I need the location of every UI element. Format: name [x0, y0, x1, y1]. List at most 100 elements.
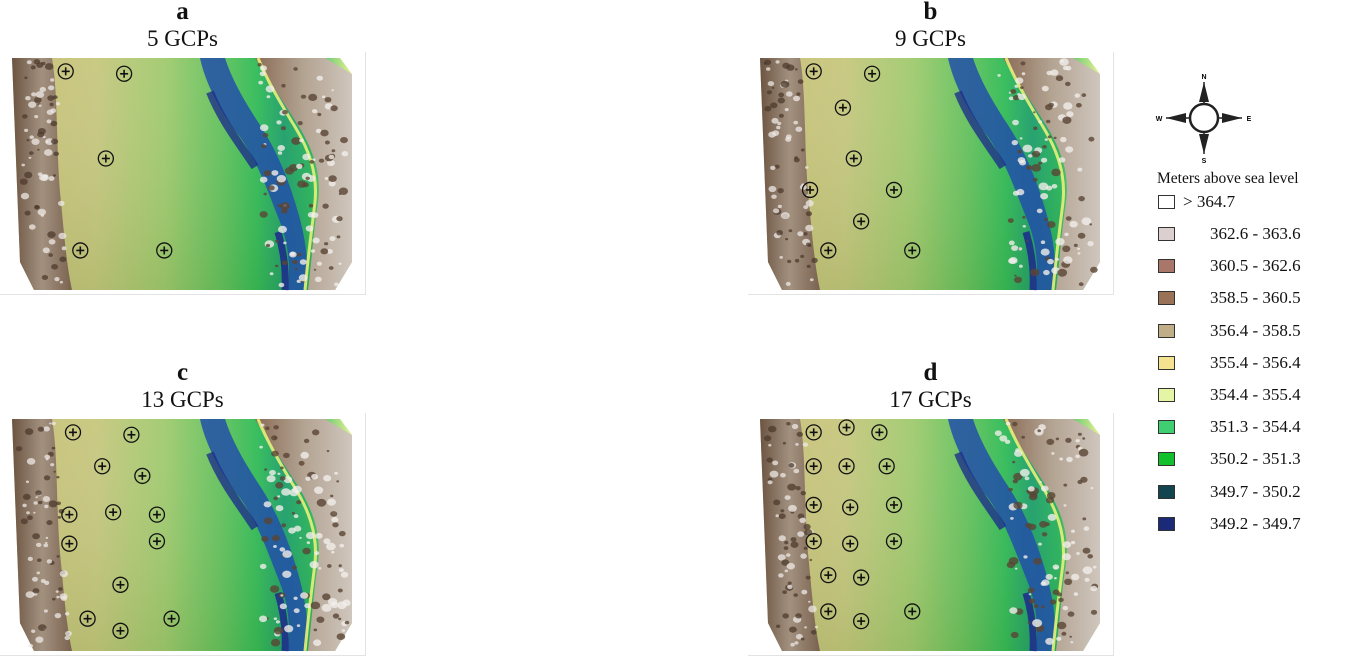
- legend-swatch: [1158, 355, 1175, 370]
- gcp-marker-icon: [97, 150, 114, 167]
- legend-item: 360.5 - 362.6: [1158, 256, 1346, 278]
- legend-swatch: [1158, 452, 1175, 467]
- gcp-marker-icon: [885, 533, 903, 550]
- gcp-marker-icon: [123, 426, 140, 443]
- gcp-marker-icon: [94, 458, 111, 475]
- legend-swatch: [1158, 195, 1175, 209]
- gcp-marker-icon: [863, 65, 881, 82]
- gcp-marker-icon: [805, 496, 822, 514]
- compass-rose-icon: N S E W: [1156, 74, 1252, 165]
- legend-item: 350.2 - 351.3: [1158, 449, 1346, 471]
- elevation-map: [748, 413, 1114, 656]
- gcp-marker-icon: [115, 65, 133, 82]
- legend-label: > 364.7: [1183, 192, 1236, 211]
- legend-label: 349.7 - 350.2: [1210, 481, 1301, 501]
- gcp-marker-icon: [148, 533, 166, 550]
- legend-label: 356.4 - 358.5: [1210, 320, 1301, 340]
- elevation-map: [748, 52, 1114, 295]
- compass-n-label: N: [1201, 74, 1206, 81]
- panel-letter: c: [176, 359, 189, 386]
- legend-swatch: [1158, 484, 1175, 499]
- gcp-marker-icon: [885, 181, 903, 199]
- legend-label: 360.5 - 362.6: [1210, 256, 1301, 276]
- legend-item: 355.4 - 356.4: [1158, 353, 1346, 375]
- panel-title: 9 GCPs: [895, 26, 966, 51]
- hillshade-texture: [764, 421, 1099, 647]
- gcp-marker-icon: [885, 496, 903, 514]
- gcp-marker-icon: [61, 506, 78, 523]
- gcp-marker-icon: [904, 242, 921, 259]
- gcp-marker-icon: [904, 603, 921, 620]
- gcp-marker-icon: [838, 419, 855, 436]
- panel-a: a 5 GCPs: [0, 0, 366, 295]
- hillshade-texture: [763, 58, 1098, 287]
- gcp-markers: [801, 63, 921, 259]
- legend-swatch: [1158, 323, 1175, 338]
- panel-letter: d: [923, 359, 938, 386]
- elevation-map: [0, 413, 366, 656]
- legend-item: 358.5 - 360.5: [1158, 288, 1346, 310]
- legend-label: 351.3 - 354.4: [1210, 417, 1301, 437]
- compass-w-label: W: [1156, 116, 1163, 123]
- gcp-marker-icon: [871, 424, 888, 441]
- gcp-marker-icon: [842, 499, 859, 516]
- legend-label: 362.6 - 363.6: [1210, 224, 1301, 243]
- legend-item: 349.7 - 350.2: [1158, 482, 1346, 504]
- legend-swatch: [1158, 259, 1175, 274]
- gcp-marker-icon: [845, 150, 862, 167]
- gcp-marker-icon: [834, 99, 852, 116]
- panel-title: 5 GCPs: [147, 26, 218, 51]
- gcp-marker-icon: [163, 610, 180, 627]
- gcp-marker-icon: [838, 458, 855, 475]
- panel-c: c 13 GCPs: [0, 359, 366, 656]
- legend-item: 351.3 - 354.4: [1158, 417, 1346, 439]
- compass-s-label: S: [1202, 158, 1207, 165]
- gcp-marker-icon: [72, 242, 89, 259]
- legend-item: 349.2 - 349.7: [1158, 514, 1346, 536]
- panel-title: 17 GCPs: [889, 387, 972, 412]
- legend-item: 362.6 - 363.6: [1158, 224, 1346, 246]
- legend-swatch: [1158, 420, 1175, 435]
- gcp-marker-icon: [878, 458, 895, 475]
- hillshade-texture: [19, 59, 349, 288]
- gcp-marker-icon: [156, 242, 173, 259]
- gcp-marker-icon: [148, 506, 166, 523]
- panel-b: b 9 GCPs: [748, 0, 1114, 295]
- legend-swatch: [1158, 291, 1175, 306]
- hillshade-texture: [15, 421, 351, 648]
- legend-swatch: [1158, 227, 1175, 241]
- legend-label: 358.5 - 360.5: [1210, 288, 1301, 308]
- gcp-marker-icon: [801, 181, 819, 199]
- legend-label: 354.4 - 355.4: [1210, 385, 1301, 404]
- panel-letter: b: [923, 0, 938, 25]
- legend-swatch: [1158, 388, 1175, 402]
- gcp-marker-icon: [64, 424, 82, 441]
- gcp-marker-icon: [57, 63, 74, 80]
- panel-d: d 17 GCPs: [748, 359, 1114, 656]
- gcp-marker-icon: [820, 566, 837, 584]
- gcp-marker-icon: [853, 213, 870, 230]
- legend-item: > 364.7: [1158, 192, 1346, 214]
- legend-item: 356.4 - 358.5: [1158, 321, 1346, 343]
- gcp-marker-icon: [105, 504, 122, 521]
- legend-label: 355.4 - 356.4: [1210, 352, 1301, 372]
- gcp-marker-icon: [842, 535, 859, 552]
- gcp-markers: [805, 419, 921, 630]
- gcp-marker-icon: [820, 242, 837, 259]
- gcp-marker-icon: [853, 569, 870, 586]
- compass-e-label: E: [1247, 116, 1252, 123]
- legend-label: 349.2 - 349.7: [1210, 513, 1301, 533]
- gcp-markers: [61, 424, 180, 639]
- gcp-marker-icon: [112, 576, 129, 593]
- gcp-marker-icon: [112, 622, 129, 639]
- gcp-marker-icon: [805, 424, 822, 441]
- legend-title: Meters above sea level: [1157, 170, 1299, 187]
- gcp-marker-icon: [820, 603, 837, 620]
- panel-title: 13 GCPs: [141, 387, 224, 412]
- gcp-marker-icon: [805, 458, 822, 475]
- legend-swatch: [1158, 516, 1175, 531]
- gcp-marker-icon: [61, 535, 78, 552]
- gcp-marker-icon: [79, 610, 96, 627]
- legend-label: 350.2 - 351.3: [1210, 449, 1301, 469]
- gcp-marker-icon: [805, 533, 822, 550]
